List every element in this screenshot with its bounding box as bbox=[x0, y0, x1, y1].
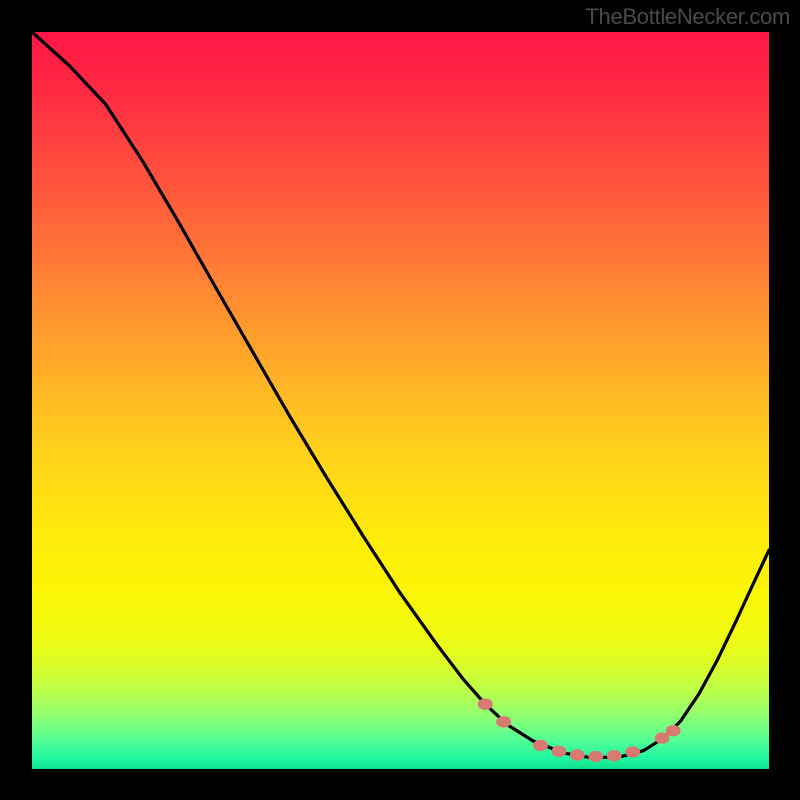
curve-marker bbox=[552, 746, 566, 756]
curve-marker bbox=[534, 740, 548, 750]
curve-marker bbox=[589, 751, 603, 761]
curve-layer bbox=[32, 32, 769, 769]
curve-marker bbox=[497, 717, 511, 727]
curve-markers bbox=[478, 699, 680, 762]
curve-marker bbox=[607, 751, 621, 761]
chart-canvas: TheBottleNecker.com bbox=[0, 0, 800, 800]
curve-marker bbox=[626, 747, 640, 757]
curve-marker bbox=[655, 733, 669, 743]
curve-marker bbox=[570, 750, 584, 760]
watermark-text: TheBottleNecker.com bbox=[585, 4, 790, 30]
curve-marker bbox=[666, 725, 680, 735]
curve-marker bbox=[478, 699, 492, 709]
bottleneck-curve bbox=[32, 32, 769, 758]
plot-area bbox=[32, 32, 769, 769]
